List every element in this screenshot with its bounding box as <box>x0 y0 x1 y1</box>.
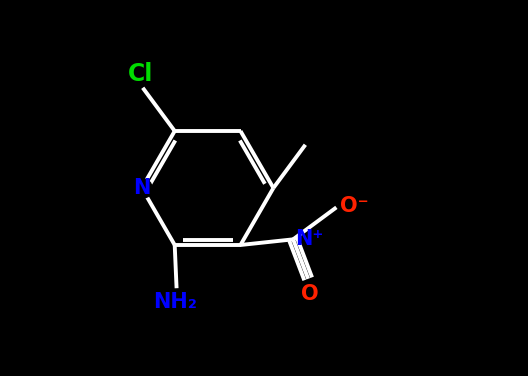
Text: N⁺: N⁺ <box>295 229 323 249</box>
Text: Cl: Cl <box>128 62 154 86</box>
Text: O: O <box>301 285 319 305</box>
Text: O⁻: O⁻ <box>340 196 369 215</box>
Text: NH₂: NH₂ <box>153 292 196 312</box>
Text: N: N <box>133 178 150 198</box>
